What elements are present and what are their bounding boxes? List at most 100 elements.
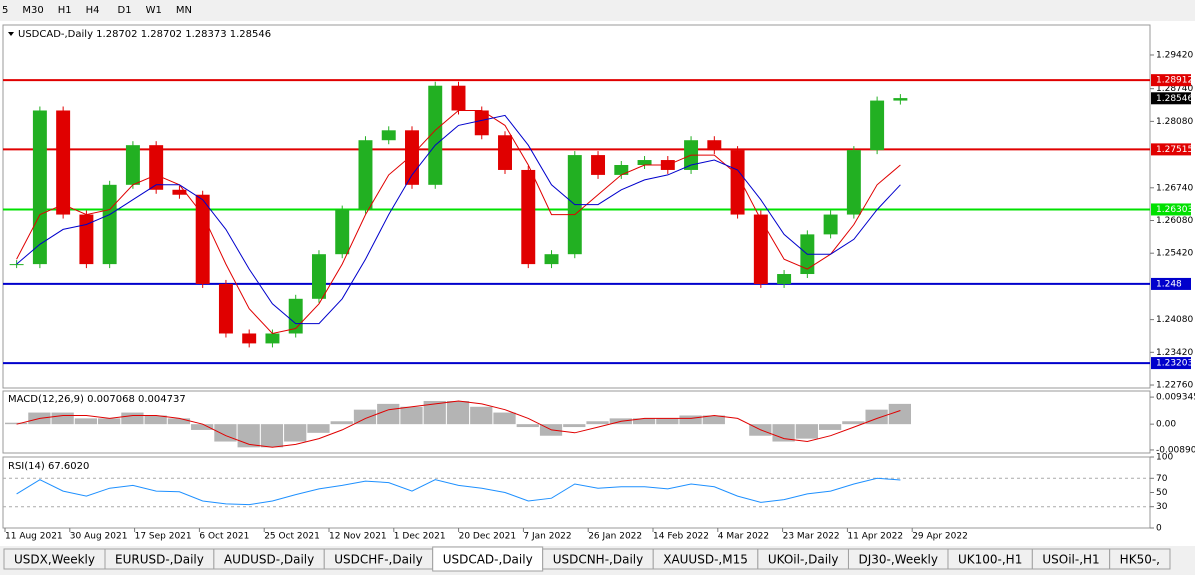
candle-body [102, 184, 117, 265]
candle-body [637, 160, 652, 165]
timeframe-button[interactable]: H1 [58, 5, 72, 16]
macd-bar [795, 424, 818, 439]
y-tick-label: 1.24080 [1156, 315, 1193, 325]
macd-bar [74, 418, 98, 425]
macd-bar [563, 424, 586, 428]
x-tick-label: 17 Sep 2021 [135, 532, 192, 542]
timeframe-button[interactable]: M30 [22, 5, 43, 16]
timeframe-button[interactable]: 5 [2, 5, 8, 16]
x-tick-label: 26 Jan 2022 [588, 532, 642, 542]
y-tick-label: 1.23420 [1156, 348, 1193, 358]
macd-bar [493, 412, 516, 425]
timeframe-button[interactable]: H4 [86, 5, 100, 16]
macd-bar [167, 418, 191, 425]
symbol-tab-label[interactable]: USOil-,H1 [1042, 553, 1099, 567]
macd-bar [121, 412, 144, 425]
timeframe-button[interactable]: MN [176, 5, 192, 16]
symbol-tab-label[interactable]: DJ30-,Weekly [858, 553, 938, 567]
ma-fast-line [16, 110, 901, 335]
x-tick-label: 29 Apr 2022 [912, 532, 968, 542]
macd-title: MACD(12,26,9) 0.007068 0.004737 [8, 394, 186, 405]
candle-body [381, 130, 396, 141]
main-panel [2, 24, 1151, 389]
macd-panel [2, 390, 1151, 454]
y-tick-label: 1.26740 [1156, 183, 1193, 193]
level-tag [1151, 74, 1191, 87]
macd-bar [842, 421, 865, 425]
candle-body [195, 194, 210, 284]
symbol-tab[interactable] [1109, 548, 1171, 570]
candle-body [777, 274, 792, 284]
candle-body [242, 333, 257, 344]
symbol-tab-label[interactable]: AUDUSD-,Daily [224, 553, 314, 567]
candle-body [823, 214, 838, 235]
y-tick-label: 0.00 [1156, 420, 1176, 430]
macd-bar [284, 424, 307, 442]
macd-bar [423, 400, 446, 425]
candle-body [172, 189, 187, 195]
macd-bar [470, 406, 493, 425]
symbol-tab-label[interactable]: USDCNH-,Daily [553, 553, 644, 567]
symbol-tab-label[interactable]: EURUSD-,Daily [115, 553, 204, 567]
candle-body [56, 110, 71, 215]
symbol-tab-label[interactable]: UKOil-,Daily [768, 553, 839, 567]
candle-body [218, 283, 233, 334]
y-tick-label: 30 [1156, 502, 1168, 512]
candle-body [9, 264, 24, 266]
y-tick-label: 50 [1156, 488, 1168, 498]
x-tick-label: 1 Dec 2021 [394, 532, 446, 542]
candle-body [335, 209, 350, 255]
values-line [16, 477, 901, 506]
macd-bar [888, 403, 911, 425]
macd-bar [400, 406, 423, 425]
candle-body [893, 98, 908, 101]
symbol-tab-label[interactable]: HK50-, [1120, 553, 1160, 567]
macd-bar [516, 424, 539, 428]
y-tick-label: 70 [1156, 474, 1168, 484]
symbol-tab-label[interactable]: XAUUSD-,M15 [663, 553, 748, 567]
y-tick-label: 0 [1156, 524, 1162, 534]
candle-body [846, 150, 861, 215]
y-tick-label: 1.22760 [1156, 381, 1193, 391]
y-tick-label: 1.26080 [1156, 216, 1193, 226]
symbol-tab-label[interactable]: UK100-,H1 [958, 553, 1022, 567]
x-tick-label: 12 Nov 2021 [329, 532, 387, 542]
x-tick-label: 7 Jan 2022 [523, 532, 571, 542]
candle-body [753, 214, 768, 284]
x-tick-label: 11 Aug 2021 [5, 532, 63, 542]
candle-body [870, 100, 885, 151]
macd-bar [586, 421, 609, 425]
collapse-arrow [8, 32, 14, 36]
timeframe-button[interactable]: D1 [118, 5, 132, 16]
candle-body [498, 135, 512, 170]
level-label: 1.26303 [1156, 205, 1193, 215]
candle-body [405, 130, 419, 185]
candle-body [428, 85, 443, 185]
macd-bar [5, 422, 28, 425]
y-tick-label: 1.25420 [1156, 249, 1193, 259]
y-tick-label: 1.28740 [1156, 84, 1193, 94]
macd-bar [260, 424, 284, 448]
macd-bar [772, 424, 795, 442]
symbol-tab-label[interactable]: USDX,Weekly [14, 553, 95, 567]
macd-bar [377, 403, 400, 425]
ma-slow-line [16, 114, 901, 325]
macd-bar [191, 424, 214, 430]
candle-body [125, 145, 140, 185]
level-label: 1.23203 [1156, 359, 1193, 369]
level-label: 1.248 [1156, 279, 1182, 289]
timeframe-button[interactable]: W1 [146, 5, 162, 16]
signal-line [16, 400, 901, 448]
x-tick-label: 14 Feb 2022 [653, 532, 709, 542]
y-tick-label: 1.29420 [1156, 50, 1193, 60]
macd-bar [353, 409, 377, 425]
x-tick-label: 20 Dec 2021 [459, 532, 516, 542]
candle-body [730, 150, 745, 215]
macd-bar [446, 400, 470, 425]
macd-bar [330, 421, 353, 425]
symbol-tab-label[interactable]: USDCAD-,Daily [443, 553, 533, 567]
last-price-tag [1151, 92, 1191, 105]
toolbar [0, 0, 1195, 21]
symbol-tab-label[interactable]: USDCHF-,Daily [334, 553, 422, 567]
